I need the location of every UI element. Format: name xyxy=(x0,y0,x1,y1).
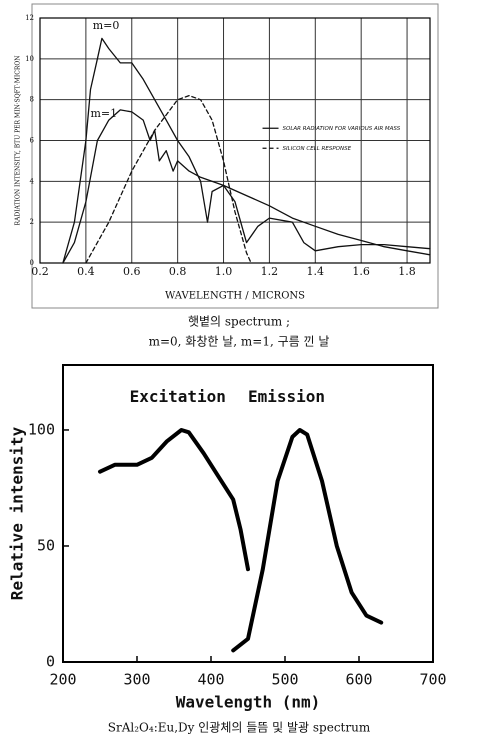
x-tick-label: 400 xyxy=(197,671,224,689)
plot-border xyxy=(62,364,434,663)
caption: m=0, 화창한 날, m=1, 구름 낀 날 xyxy=(149,335,330,349)
x-tick-label: 1.2 xyxy=(261,265,279,278)
series-line xyxy=(231,428,384,653)
caption: SrAl₂O₄:Eu,Dy 인광체의 들뜸 및 발광 spectrum xyxy=(108,721,371,735)
x-tick-label: 1.6 xyxy=(352,265,370,278)
y-axis-label: RADIATION INTENSITY, BTU PER MIN·SQFT·MI… xyxy=(15,55,22,225)
legend-label: SILICON CELL RESPONSE xyxy=(283,146,352,152)
x-tick-label: 300 xyxy=(123,671,150,689)
x-tick-label: 1.0 xyxy=(215,265,233,278)
y-tick-label: 50 xyxy=(37,536,55,554)
y-tick-label: 2 xyxy=(30,218,34,226)
x-tick-label: 0.6 xyxy=(123,265,141,278)
caption: 햇볕의 spectrum ; xyxy=(188,314,290,329)
y-tick-label: 0 xyxy=(46,653,55,671)
plot-border xyxy=(39,17,431,264)
series-label: m=1 xyxy=(90,107,117,120)
x-tick-label: 0.2 xyxy=(31,265,49,278)
chart-frame xyxy=(31,3,439,309)
x-tick-label: 600 xyxy=(345,671,372,689)
x-axis-label: Wavelength (nm) xyxy=(176,693,321,712)
x-tick-label: 700 xyxy=(419,671,446,689)
y-tick-label: 10 xyxy=(25,55,34,63)
series-label: m=0 xyxy=(93,19,120,32)
y-tick-label: 100 xyxy=(28,420,55,438)
legend-label: SOLAR RADIATION FOR VARIOUS AIR MASS xyxy=(283,126,401,132)
y-axis-label: Relative intensity xyxy=(8,426,27,600)
y-tick-label: 4 xyxy=(30,177,35,185)
x-tick-label: 0.8 xyxy=(169,265,187,278)
y-tick-label: 6 xyxy=(30,137,35,145)
x-tick-label: 1.4 xyxy=(307,265,325,278)
series-label: Excitation xyxy=(130,387,226,406)
series-line xyxy=(98,428,250,572)
x-tick-label: 0.4 xyxy=(77,265,95,278)
y-tick-label: 8 xyxy=(30,96,34,104)
series-line xyxy=(62,109,431,264)
x-tick-label: 1.8 xyxy=(398,265,416,278)
series-label: Emission xyxy=(248,387,325,406)
series-line xyxy=(62,37,431,264)
y-tick-label: 12 xyxy=(25,14,34,22)
series-line xyxy=(85,94,252,264)
x-tick-label: 200 xyxy=(49,671,76,689)
x-tick-label: 500 xyxy=(271,671,298,689)
y-tick-label: 0 xyxy=(30,259,34,267)
x-axis-label: WAVELENGTH / MICRONS xyxy=(165,291,305,302)
